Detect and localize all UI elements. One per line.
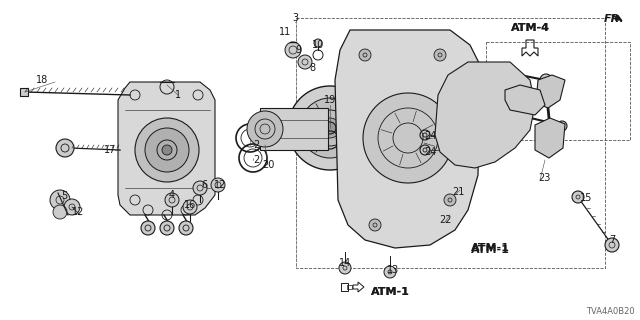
Text: TVA4A0B20: TVA4A0B20 bbox=[586, 308, 635, 316]
Circle shape bbox=[324, 122, 336, 134]
Circle shape bbox=[179, 221, 193, 235]
Circle shape bbox=[300, 98, 360, 158]
Text: 16: 16 bbox=[184, 200, 196, 210]
Circle shape bbox=[444, 194, 456, 206]
Circle shape bbox=[320, 118, 340, 138]
Text: 5: 5 bbox=[61, 191, 67, 201]
Circle shape bbox=[53, 205, 67, 219]
Text: 21: 21 bbox=[452, 187, 464, 197]
Text: ATM-4: ATM-4 bbox=[511, 23, 550, 33]
Circle shape bbox=[454, 124, 466, 136]
Text: FR.: FR. bbox=[604, 14, 625, 24]
Text: 6: 6 bbox=[201, 180, 207, 190]
Circle shape bbox=[183, 200, 197, 214]
Circle shape bbox=[141, 221, 155, 235]
Text: 1: 1 bbox=[175, 90, 181, 100]
Polygon shape bbox=[118, 82, 215, 215]
Circle shape bbox=[50, 190, 70, 210]
Circle shape bbox=[135, 118, 199, 182]
Text: 3: 3 bbox=[292, 13, 298, 23]
Circle shape bbox=[298, 55, 312, 69]
Circle shape bbox=[247, 111, 283, 147]
Text: 19: 19 bbox=[324, 95, 336, 105]
Circle shape bbox=[285, 42, 301, 58]
Polygon shape bbox=[435, 62, 535, 168]
Circle shape bbox=[145, 128, 189, 172]
Text: 2: 2 bbox=[253, 140, 259, 150]
Text: 14: 14 bbox=[339, 258, 351, 268]
Circle shape bbox=[314, 39, 322, 47]
Text: 23: 23 bbox=[538, 173, 550, 183]
Text: 7: 7 bbox=[609, 235, 615, 245]
Circle shape bbox=[165, 193, 179, 207]
Text: 12: 12 bbox=[72, 207, 84, 217]
Text: ATM-1: ATM-1 bbox=[371, 287, 410, 297]
Text: ATM-1: ATM-1 bbox=[470, 245, 509, 255]
Bar bbox=[296, 18, 605, 268]
Circle shape bbox=[359, 49, 371, 61]
Text: 9: 9 bbox=[295, 45, 301, 55]
Circle shape bbox=[363, 93, 453, 183]
Polygon shape bbox=[335, 30, 480, 248]
Text: 10: 10 bbox=[312, 40, 324, 50]
Circle shape bbox=[384, 266, 396, 278]
Circle shape bbox=[160, 221, 174, 235]
Circle shape bbox=[557, 121, 567, 131]
Circle shape bbox=[56, 139, 74, 157]
Circle shape bbox=[540, 74, 552, 86]
Text: ATM-4: ATM-4 bbox=[511, 23, 550, 33]
Text: ATM-1: ATM-1 bbox=[371, 287, 410, 297]
Text: 2: 2 bbox=[253, 155, 259, 165]
Circle shape bbox=[434, 49, 446, 61]
Text: 22: 22 bbox=[439, 215, 451, 225]
Text: 12: 12 bbox=[214, 180, 226, 190]
Text: 24: 24 bbox=[424, 147, 436, 157]
Text: 24: 24 bbox=[424, 131, 436, 141]
Circle shape bbox=[339, 262, 351, 274]
Text: 4: 4 bbox=[169, 190, 175, 200]
Text: 17: 17 bbox=[104, 145, 116, 155]
Text: 8: 8 bbox=[309, 63, 315, 73]
Circle shape bbox=[162, 145, 172, 155]
Circle shape bbox=[572, 191, 584, 203]
Polygon shape bbox=[536, 75, 565, 108]
Bar bbox=[341, 283, 348, 291]
Circle shape bbox=[211, 178, 225, 192]
Circle shape bbox=[288, 86, 372, 170]
Bar bbox=[20, 88, 28, 96]
Circle shape bbox=[64, 199, 80, 215]
Text: 15: 15 bbox=[580, 193, 592, 203]
Text: 11: 11 bbox=[279, 27, 291, 37]
Bar bbox=[486, 42, 630, 140]
Bar bbox=[490, 66, 498, 74]
Polygon shape bbox=[505, 85, 545, 115]
Text: 13: 13 bbox=[387, 265, 399, 275]
Circle shape bbox=[369, 219, 381, 231]
Bar bbox=[260, 108, 328, 150]
Bar bbox=[513, 112, 520, 119]
Text: 20: 20 bbox=[262, 160, 274, 170]
Circle shape bbox=[193, 181, 207, 195]
Bar bbox=[347, 285, 352, 289]
Text: ATM-1: ATM-1 bbox=[470, 243, 509, 253]
Polygon shape bbox=[535, 118, 565, 158]
Circle shape bbox=[605, 238, 619, 252]
Text: 18: 18 bbox=[36, 75, 48, 85]
